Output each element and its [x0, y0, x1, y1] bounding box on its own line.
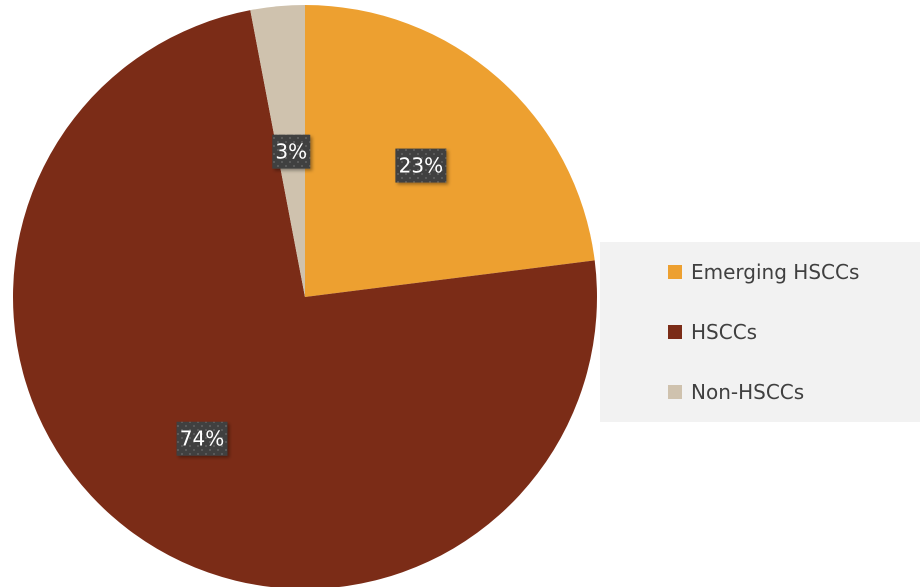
data-labels: 23% 74% 3%	[176, 134, 447, 456]
data-label-text: 3%	[275, 140, 307, 164]
data-label-bg	[176, 421, 228, 456]
data-label-bg	[272, 134, 311, 169]
legend-label: Emerging HSCCs	[691, 260, 859, 284]
legend: Emerging HSCCs HSCCs Non-HSCCs	[668, 260, 859, 404]
legend-label: HSCCs	[691, 320, 757, 344]
pie-slice-emerging-hsccs	[305, 5, 595, 297]
legend-swatch	[668, 385, 682, 399]
pie-slice-hsccs	[13, 10, 597, 587]
data-label-text: 74%	[180, 427, 224, 451]
legend-item-hsccs: HSCCs	[668, 320, 757, 344]
data-label-text: 23%	[399, 154, 443, 178]
legend-swatch	[668, 265, 682, 279]
legend-box	[600, 242, 920, 422]
legend-item-non-hsccs: Non-HSCCs	[668, 380, 804, 404]
data-label-hsccs: 74%	[176, 421, 228, 456]
data-label-bg	[395, 148, 447, 183]
data-label-non-hsccs: 3%	[272, 134, 311, 169]
legend-label: Non-HSCCs	[691, 380, 804, 404]
data-label-emerging-hsccs: 23%	[395, 148, 447, 183]
legend-swatch	[668, 325, 682, 339]
legend-item-emerging-hsccs: Emerging HSCCs	[668, 260, 859, 284]
pie-slices	[13, 5, 597, 587]
